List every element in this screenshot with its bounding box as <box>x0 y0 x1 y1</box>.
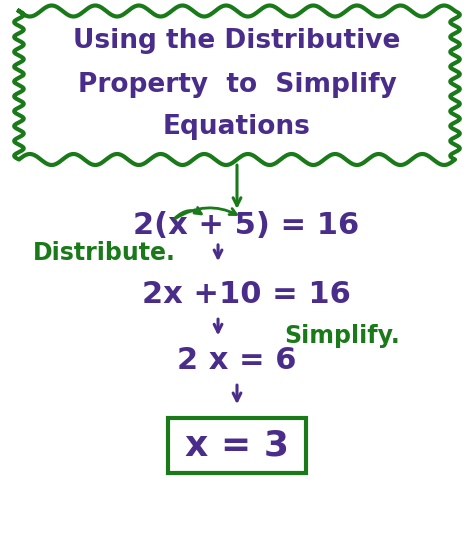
Text: 2(x + 5) = 16: 2(x + 5) = 16 <box>133 211 360 240</box>
Text: Distribute.: Distribute. <box>33 241 176 265</box>
Text: Using the Distributive: Using the Distributive <box>73 28 401 54</box>
Text: 2x +10 = 16: 2x +10 = 16 <box>142 280 351 309</box>
FancyBboxPatch shape <box>168 418 306 473</box>
FancyArrowPatch shape <box>175 207 201 218</box>
FancyArrowPatch shape <box>175 208 237 218</box>
Text: 2 x = 6: 2 x = 6 <box>177 346 297 375</box>
Polygon shape <box>14 6 460 165</box>
Text: Property  to  Simplify: Property to Simplify <box>78 72 396 98</box>
Text: Equations: Equations <box>163 113 311 140</box>
Text: x = 3: x = 3 <box>185 428 289 463</box>
Text: Simplify.: Simplify. <box>284 323 400 348</box>
